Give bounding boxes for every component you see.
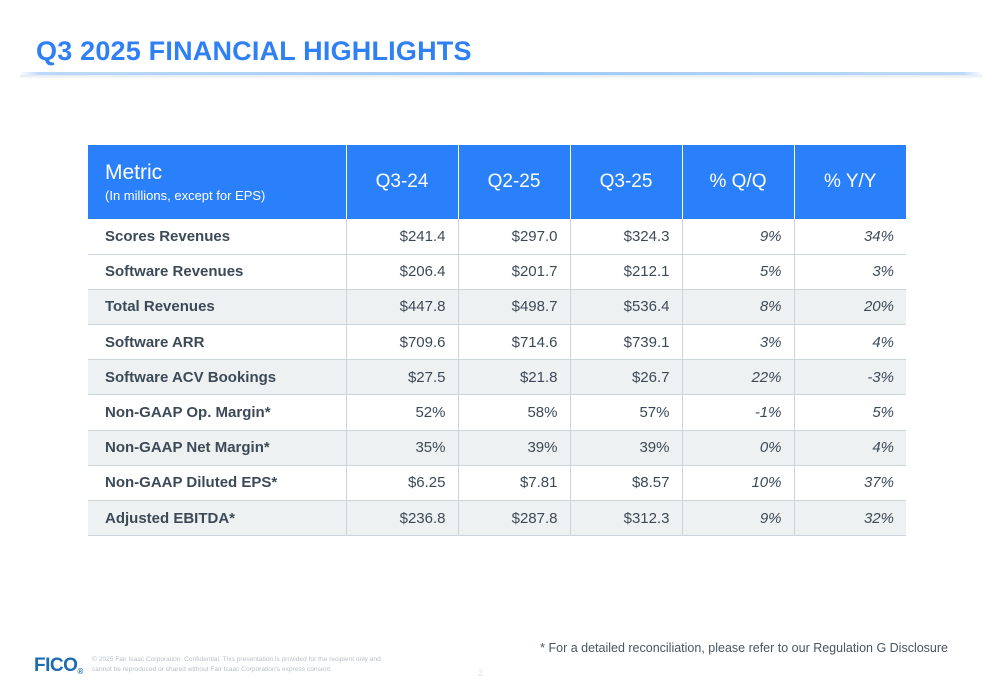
cell-q2-25: $498.7: [458, 289, 571, 326]
cell-metric: Scores Revenues: [88, 219, 347, 255]
cell-q2-25: $21.8: [458, 359, 571, 396]
cell-q3-24: $709.6: [346, 324, 459, 361]
cell-metric: Non-GAAP Diluted EPS*: [88, 465, 347, 502]
cell-metric: Software ACV Bookings: [88, 359, 347, 396]
cell-yoy: 4%: [794, 324, 906, 361]
cell-yoy: 3%: [794, 254, 906, 290]
cell-q2-25: 58%: [458, 394, 571, 431]
cell-q3-24: $6.25: [346, 465, 459, 502]
cell-yoy: 5%: [794, 394, 906, 431]
cell-q3-24: $236.8: [346, 500, 459, 537]
column-header-metric: Metric (In millions, except for EPS): [88, 145, 347, 219]
table-row: Software ARR $709.6 $714.6 $739.1 3% 4%: [88, 324, 906, 361]
cell-q3-24: 52%: [346, 394, 459, 431]
cell-yoy: 4%: [794, 430, 906, 466]
table-row: Software ACV Bookings $27.5 $21.8 $26.7 …: [88, 359, 906, 396]
cell-metric: Software Revenues: [88, 254, 347, 290]
cell-q3-24: $27.5: [346, 359, 459, 396]
table-row: Non-GAAP Diluted EPS* $6.25 $7.81 $8.57 …: [88, 465, 906, 502]
column-header-metric-subtitle: (In millions, except for EPS): [105, 187, 266, 203]
cell-qoq: 9%: [682, 219, 795, 255]
cell-q3-24: $206.4: [346, 254, 459, 290]
cell-yoy: 37%: [794, 465, 906, 502]
cell-q3-25: $536.4: [570, 289, 683, 326]
cell-qoq: 8%: [682, 289, 795, 326]
cell-q3-24: $241.4: [346, 219, 459, 255]
cell-qoq: 0%: [682, 430, 795, 466]
reconciliation-footnote: * For a detailed reconciliation, please …: [540, 641, 948, 655]
cell-q2-25: $7.81: [458, 465, 571, 502]
cell-q3-24: $447.8: [346, 289, 459, 326]
cell-metric: Total Revenues: [88, 289, 347, 326]
column-header-q3-24: Q3-24: [346, 145, 459, 219]
table-row: Adjusted EBITDA* $236.8 $287.8 $312.3 9%…: [88, 500, 906, 537]
cell-q2-25: $297.0: [458, 219, 571, 255]
fico-logo-text: FICO: [34, 655, 78, 676]
column-header-q2-25: Q2-25: [458, 145, 571, 219]
cell-metric: Software ARR: [88, 324, 347, 361]
cell-metric: Non-GAAP Op. Margin*: [88, 394, 347, 431]
cell-qoq: -1%: [682, 394, 795, 431]
cell-q2-25: 39%: [458, 430, 571, 466]
cell-q2-25: $201.7: [458, 254, 571, 290]
cell-q2-25: $287.8: [458, 500, 571, 537]
fico-logo: FICO®: [34, 655, 83, 676]
cell-qoq: 5%: [682, 254, 795, 290]
table-row: Total Revenues $447.8 $498.7 $536.4 8% 2…: [88, 289, 906, 326]
cell-yoy: 32%: [794, 500, 906, 537]
cell-qoq: 9%: [682, 500, 795, 537]
cell-q3-25: $8.57: [570, 465, 683, 502]
cell-q3-24: 35%: [346, 430, 459, 466]
cell-qoq: 10%: [682, 465, 795, 502]
registered-trademark-icon: ®: [77, 667, 83, 676]
cell-q3-25: $324.3: [570, 219, 683, 255]
page-number: 2: [478, 668, 484, 678]
cell-metric: Adjusted EBITDA*: [88, 500, 347, 537]
column-header-qoq: % Q/Q: [682, 145, 795, 219]
cell-q3-25: 39%: [570, 430, 683, 466]
cell-yoy: -3%: [794, 359, 906, 396]
column-header-q3-25: Q3-25: [570, 145, 683, 219]
column-header-yoy: % Y/Y: [794, 145, 906, 219]
table-row: Scores Revenues $241.4 $297.0 $324.3 9% …: [88, 219, 906, 255]
cell-q2-25: $714.6: [458, 324, 571, 361]
cell-q3-25: $26.7: [570, 359, 683, 396]
title-divider-shadow: [20, 75, 982, 79]
table-header-row: Metric (In millions, except for EPS) Q3-…: [88, 145, 906, 219]
table-body: Scores Revenues $241.4 $297.0 $324.3 9% …: [88, 219, 906, 537]
page-title: Q3 2025 FINANCIAL HIGHLIGHTS: [36, 36, 472, 66]
cell-metric: Non-GAAP Net Margin*: [88, 430, 347, 466]
cell-q3-25: $212.1: [570, 254, 683, 290]
copyright-notice: © 2025 Fair Isaac Corporation. Confident…: [92, 656, 381, 673]
table-row: Software Revenues $206.4 $201.7 $212.1 5…: [88, 254, 906, 290]
title-divider: [20, 72, 982, 75]
cell-q3-25: 57%: [570, 394, 683, 431]
cell-qoq: 3%: [682, 324, 795, 361]
financial-highlights-table: Metric (In millions, except for EPS) Q3-…: [88, 145, 906, 537]
table-row: Non-GAAP Op. Margin* 52% 58% 57% -1% 5%: [88, 394, 906, 431]
cell-yoy: 20%: [794, 289, 906, 326]
cell-qoq: 22%: [682, 359, 795, 396]
cell-q3-25: $739.1: [570, 324, 683, 361]
cell-q3-25: $312.3: [570, 500, 683, 537]
cell-yoy: 34%: [794, 219, 906, 255]
column-header-metric-title: Metric: [105, 160, 163, 184]
table-row: Non-GAAP Net Margin* 35% 39% 39% 0% 4%: [88, 430, 906, 466]
